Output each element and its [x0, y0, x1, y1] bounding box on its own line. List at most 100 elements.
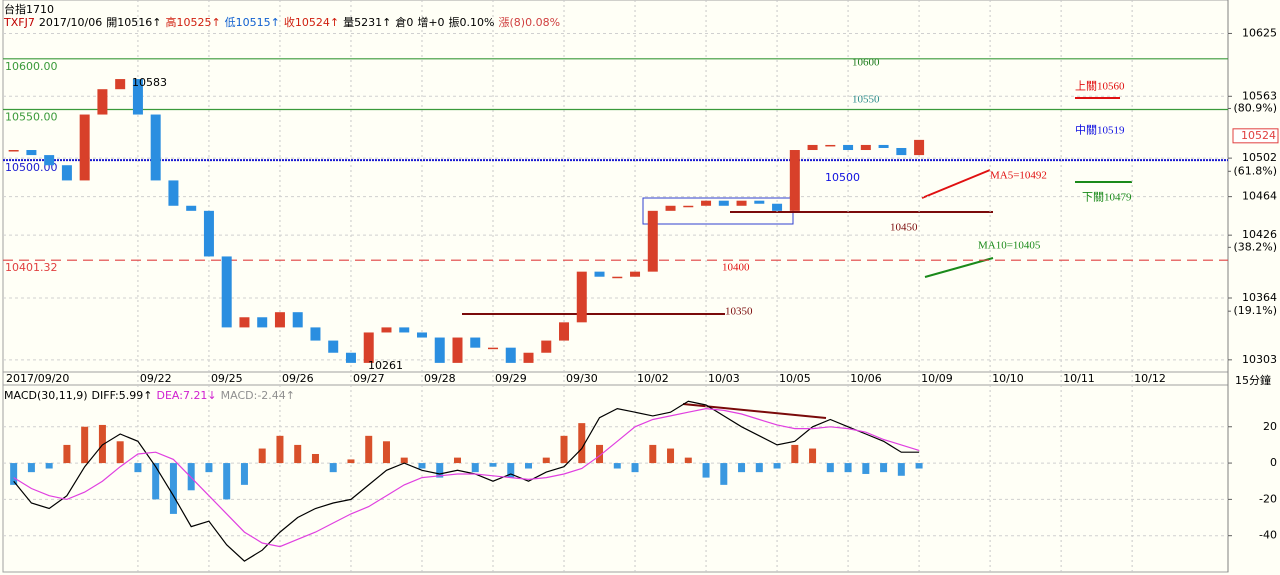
candle [470, 337, 481, 348]
annotation: 10400 [722, 262, 750, 274]
macd-bar [471, 463, 479, 473]
y-tick-label: 20 [1263, 420, 1277, 433]
candle [559, 322, 570, 341]
last-price-label: 10524 [1241, 129, 1276, 142]
annotation: MA5=10492 [990, 170, 1047, 182]
quote-item: 低10515↑ [224, 16, 280, 29]
macd-bar [223, 463, 231, 500]
x-tick-label: 10/03 [708, 372, 740, 385]
level-label: 10600.00 [5, 60, 58, 73]
candle [683, 205, 694, 208]
candle [292, 312, 303, 328]
macd-bar [596, 444, 604, 464]
macd-bar [702, 463, 710, 478]
macd-legend: MACD(30,11,9) DIFF:5.99↑ DEA:7.21↓ MACD:-2.… [4, 389, 295, 402]
candle [754, 200, 765, 204]
quote-item: 漲(8)0.08% [498, 16, 561, 29]
annotation: 10500 [825, 171, 860, 184]
candle [61, 165, 72, 181]
x-tick-label: 10/05 [779, 372, 811, 385]
macd-bar [81, 426, 89, 464]
macd-bar [365, 435, 373, 464]
symbol-title: 台指1710 [4, 3, 54, 16]
macd-panel [2, 384, 1229, 573]
level-label: 10550.00 [5, 110, 58, 123]
candle [310, 327, 321, 341]
x-tick-label: 09/27 [353, 372, 385, 385]
macd-bar [329, 463, 337, 473]
fib-label: (38.2%) [1233, 240, 1277, 253]
legend-item: MACD(30,11,9) [4, 389, 88, 402]
quote-item: 開10516↑ [106, 16, 162, 29]
macd-bar [880, 463, 888, 473]
macd-bar [347, 459, 355, 464]
x-tick-label: 09/29 [495, 372, 527, 385]
macd-bar [826, 463, 834, 473]
macd-bar [436, 463, 444, 478]
annotation: 10350 [725, 306, 753, 318]
candle [878, 144, 889, 148]
candle [26, 150, 37, 156]
period-label: 15分鐘 [1235, 373, 1271, 387]
candle [701, 200, 712, 206]
x-tick-label: 09/22 [140, 372, 172, 385]
candle [860, 144, 871, 151]
annotation: 中關10519 [1075, 124, 1125, 137]
candle [434, 337, 445, 363]
x-tick-label: 10/02 [637, 372, 669, 385]
y-tick-label: 10563 [1242, 89, 1277, 102]
candle [576, 271, 587, 323]
macd-bar [915, 463, 923, 469]
quote-item: 收10524↑ [283, 16, 340, 29]
annotation: 10450 [890, 222, 918, 234]
y-tick-label: 10625 [1242, 26, 1277, 39]
last-price-box [1232, 128, 1279, 144]
candle [612, 276, 623, 279]
macd-bar [667, 448, 675, 464]
x-tick-label: 10/10 [992, 372, 1024, 385]
annotation: MA10=10405 [978, 240, 1041, 252]
legend-item: MACD:-2.44↑ [221, 389, 295, 402]
annotation-line [921, 169, 991, 199]
macd-line [13, 400, 920, 562]
candle [115, 79, 126, 90]
candle [896, 147, 907, 156]
annotation: 10600 [852, 57, 880, 69]
x-tick-label: 09/30 [566, 372, 598, 385]
macd-bar [525, 463, 533, 469]
macd-bar [45, 463, 53, 469]
candle [452, 337, 463, 363]
x-tick-label: 10/12 [1134, 372, 1166, 385]
date-strip [2, 371, 1229, 386]
annotation: 下關10479 [1082, 191, 1132, 204]
candle [345, 352, 356, 363]
candle [79, 114, 90, 181]
legend-item: DIFF:5.99↑ [92, 389, 153, 402]
quote-item: 倉0 [395, 16, 414, 29]
candle [718, 200, 729, 206]
quote-item: TXFJ7 [4, 16, 35, 29]
candle [381, 327, 392, 333]
candle [274, 312, 285, 328]
quote-item: 2017/10/06 [38, 16, 103, 29]
macd-bar [187, 463, 195, 491]
candle [736, 200, 747, 206]
candle [647, 210, 658, 272]
macd-bar [684, 457, 692, 464]
macd-bar [755, 463, 763, 473]
macd-bar [63, 444, 71, 464]
macd-bar [773, 463, 781, 469]
y-tick-label: -20 [1259, 492, 1277, 505]
legend-item: DEA:7.21↓ [156, 389, 216, 402]
macd-bar [738, 463, 746, 473]
annotation-line [924, 257, 994, 278]
candle [363, 332, 374, 363]
y-tick-label: 0 [1270, 456, 1277, 469]
y-tick-label: 10364 [1242, 291, 1277, 304]
x-tick-label: 10/06 [850, 372, 882, 385]
x-tick-label: 10/11 [1063, 372, 1095, 385]
macd-bar [613, 463, 621, 469]
candle [97, 89, 108, 115]
candle [44, 155, 55, 166]
y-tick-label: 10502 [1242, 151, 1277, 164]
